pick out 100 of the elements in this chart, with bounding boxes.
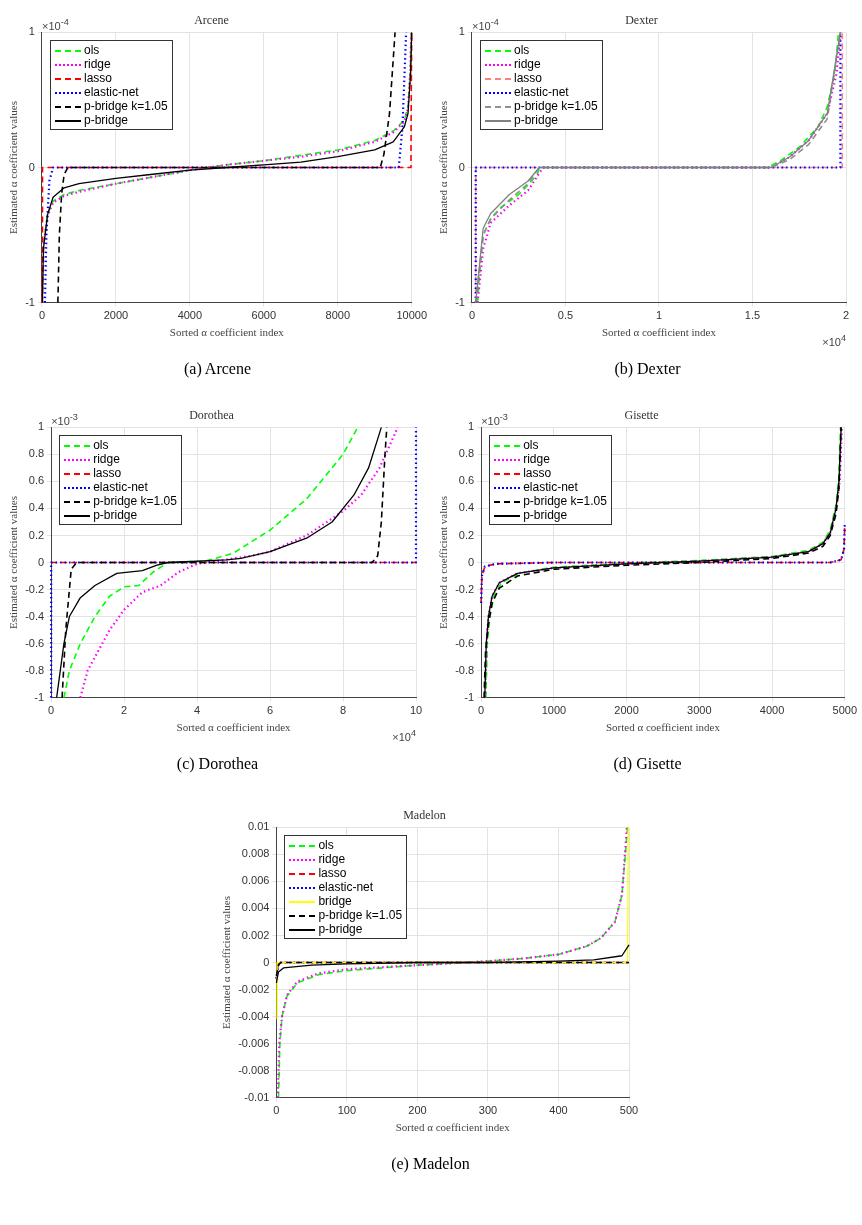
text: ×10$^{-4}$: [41, 17, 69, 33]
x-tick-label: 0.5: [557, 309, 574, 322]
y-tick-label: 0: [458, 160, 465, 173]
x-tick-label: 0: [48, 704, 55, 717]
y-tick-label: -0.4: [25, 609, 45, 622]
y-tick-label: 0.2: [28, 528, 45, 541]
x-tick-label: 4000: [759, 704, 785, 717]
chart-title: Dexter: [625, 13, 658, 28]
x-tick-label: 10: [409, 704, 423, 717]
y-tick-label: -1: [464, 690, 475, 703]
x-tick-label: 500: [619, 1104, 639, 1117]
legend-label: lasso: [83, 71, 112, 86]
legend-label: elastic-net: [523, 480, 578, 495]
text: (b) Dexter: [613, 360, 682, 378]
x-tick-label: 4: [194, 704, 201, 717]
legend-label: ridge: [93, 452, 120, 467]
x-tick-label: 0: [478, 704, 485, 717]
legend-label: elastic-net: [93, 480, 148, 495]
x-tick-label: 100: [337, 1104, 357, 1117]
y-tick-label: -0.004: [238, 1009, 270, 1022]
text: (a) Arcene: [182, 360, 253, 378]
x-tick-label: 300: [478, 1104, 498, 1117]
y-tick-label: 0.8: [28, 447, 45, 460]
y-tick-label: 1: [28, 25, 35, 38]
x-axis-title: Sorted α coefficient index: [169, 326, 285, 339]
text: (d) Gisette: [612, 755, 683, 773]
y-tick-label: 0.4: [28, 501, 45, 514]
legend-label: ols: [93, 438, 109, 453]
y-tick-label: 0.002: [241, 928, 270, 941]
y-axis-title: Estimated α coefficient values: [7, 101, 20, 234]
x-tick-label: 3000: [687, 704, 712, 717]
text: ×10$^{-3}$: [481, 412, 508, 428]
legend-label: elastic-net: [318, 880, 374, 895]
x-tick-label: 6: [267, 704, 274, 717]
legend-label: lasso: [513, 71, 542, 86]
y-tick-label: -0.8: [455, 663, 475, 676]
y-tick-label: -0.8: [25, 663, 45, 676]
legend-label: p-bridge: [318, 922, 363, 937]
y-tick-label: 0.004: [241, 901, 270, 914]
x-tick-label: 2000: [103, 309, 129, 322]
x-axis-title: Sorted α coefficient index: [605, 721, 721, 734]
text: ×10$^{-3}$: [51, 412, 78, 428]
legend-label: ridge: [318, 852, 346, 867]
y-axis-title: Estimated α coefficient values: [7, 496, 20, 629]
legend-label: lasso: [318, 866, 347, 881]
legend-label: p-bridge: [83, 113, 128, 128]
y-tick-label: -0.6: [455, 636, 475, 649]
x-tick-label: 8: [339, 704, 347, 717]
text: (e) Madelon: [390, 1155, 471, 1173]
text: (c) Dorothea: [175, 755, 260, 773]
y-tick-label: 1: [38, 420, 45, 433]
y-tick-label: -1: [34, 690, 45, 703]
chart-title: Gisette: [624, 408, 659, 423]
x-tick-label: 1.5: [744, 309, 761, 322]
legend-label: ols: [513, 43, 530, 58]
y-tick-label: -0.008: [238, 1063, 270, 1076]
legend-label: elastic-net: [83, 85, 139, 100]
y-tick-label: -0.2: [455, 582, 475, 595]
legend-label: p-bridge k=1.05: [523, 494, 607, 509]
chart-title: Arcene: [194, 13, 229, 28]
legend-label: p-bridge k=1.05: [513, 99, 598, 114]
y-tick-label: 1: [458, 25, 465, 38]
legend-label: p-bridge k=1.05: [318, 908, 403, 923]
text: ×10$^{-4}$: [471, 17, 499, 33]
y-tick-label: 0.8: [458, 447, 475, 460]
y-tick-label: 0.6: [28, 474, 45, 487]
y-axis-title: Estimated α coefficient values: [220, 896, 233, 1029]
x-tick-label: 2000: [614, 704, 639, 717]
x-axis-title: Sorted α coefficient index: [395, 1121, 511, 1134]
y-tick-label: -1: [25, 295, 35, 308]
chart-title: Dorothea: [189, 408, 235, 423]
x-tick-label: 200: [408, 1104, 427, 1117]
legend-label: lasso: [523, 466, 552, 481]
x-tick-label: 4000: [177, 309, 203, 322]
x-tick-label: 1000: [541, 704, 567, 717]
chart-title: Madelon: [403, 808, 446, 823]
x-tick-label: 0: [273, 1104, 280, 1117]
y-tick-label: 0.6: [458, 474, 475, 487]
y-tick-label: 0: [263, 955, 270, 968]
legend-label: ols: [523, 438, 539, 453]
x-tick-label: 8000: [325, 309, 350, 322]
y-axis-title: Estimated α coefficient values: [437, 101, 450, 234]
x-axis-title: Sorted α coefficient index: [601, 326, 717, 339]
y-tick-label: 0: [28, 160, 35, 173]
y-tick-label: 0.008: [241, 847, 270, 860]
y-tick-label: 0: [38, 555, 45, 568]
y-tick-label: 0.006: [241, 874, 270, 887]
y-tick-label: 0.4: [458, 501, 475, 514]
x-tick-label: 400: [549, 1104, 568, 1117]
legend-label: p-bridge: [523, 508, 568, 523]
x-tick-label: 2: [121, 704, 128, 717]
legend-label: elastic-net: [513, 85, 569, 100]
y-tick-label: -0.01: [244, 1090, 270, 1103]
y-tick-label: 0.01: [247, 820, 270, 833]
legend-label: ols: [83, 43, 100, 58]
legend-label: p-bridge k=1.05: [83, 99, 168, 114]
x-tick-label: 6000: [251, 309, 277, 322]
x-tick-label: 2: [842, 309, 850, 322]
y-tick-label: -1: [455, 295, 465, 308]
y-tick-label: -0.002: [238, 982, 270, 995]
